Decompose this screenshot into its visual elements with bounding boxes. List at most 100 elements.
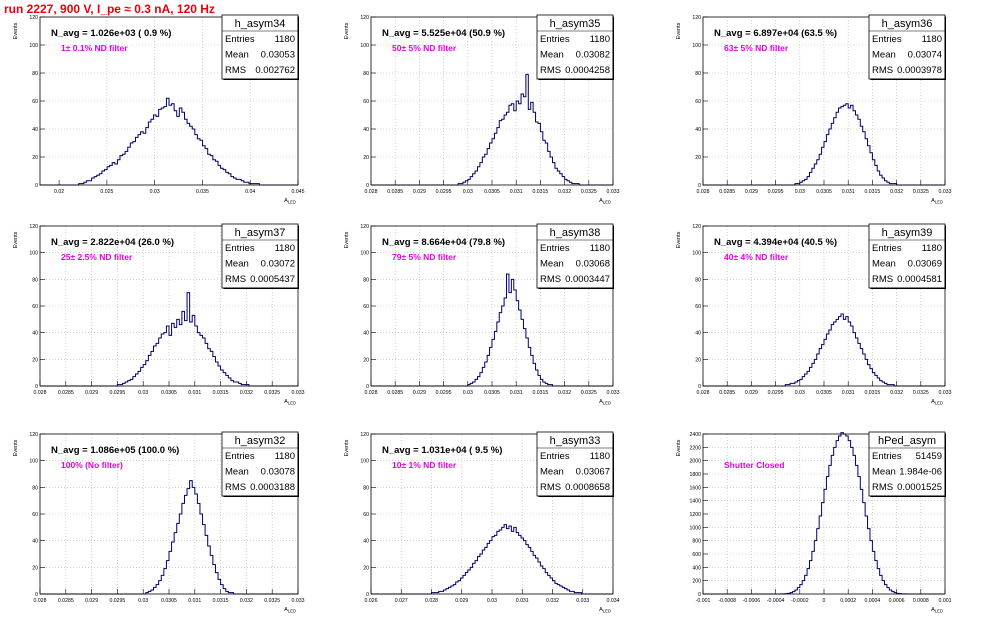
x-tick-label: 0.025 — [100, 189, 113, 195]
panel-title: N_avg = 5.525e+04 (50.9 %) — [382, 28, 505, 39]
x-tick-label: -0.0008 — [718, 598, 736, 604]
stats-label: Entries — [225, 34, 255, 45]
x-axis-label: ALED — [931, 198, 943, 205]
x-tick-label: 0.032 — [546, 598, 559, 604]
stats-value: 0.03072 — [261, 259, 295, 270]
y-tick-label: 60 — [695, 99, 701, 105]
panel-title: N_avg = 1.026e+03 ( 0.9 %) — [51, 28, 171, 39]
stats-value: 0.0003978 — [897, 65, 942, 76]
x-tick-label: 0.0295 — [768, 390, 784, 396]
stats-label: Mean — [540, 467, 564, 478]
x-tick-label: 0.03 — [463, 189, 473, 195]
x-tick-label: 0.0325 — [581, 390, 597, 396]
stats-label: RMS — [872, 274, 893, 285]
x-tick-label: 0.0325 — [913, 390, 929, 396]
stats-label: RMS — [225, 274, 246, 285]
y-tick-label: 120 — [29, 432, 38, 438]
panel-h_asym35: 0.028 0.0285 0.029 0.0295 0.03 0.0305 0.031 0.0… — [344, 14, 620, 205]
x-tick-label: 0.0325 — [581, 189, 597, 195]
x-tick-label: 0.0285 — [387, 390, 403, 396]
panel-h_asym39: 0.028 0.0285 0.029 0.0295 0.03 0.0305 0.031 0.0… — [676, 223, 952, 406]
x-tick-label: 0.03 — [463, 390, 473, 396]
x-tick-label: -0.0002 — [791, 598, 809, 604]
x-tick-label: 0.029 — [413, 189, 426, 195]
stats-box: h_asym35 Entries 1180 Mean 0.03082 RMS 0.00042… — [536, 14, 614, 80]
x-tick-label: 0.033 — [607, 390, 620, 396]
y-tick-label: 100 — [360, 459, 369, 465]
x-tick-label: 0.031 — [510, 390, 523, 396]
x-tick-label: 0.035 — [196, 189, 209, 195]
x-tick-label: -0.0004 — [767, 598, 785, 604]
stats-label: Entries — [540, 34, 570, 45]
x-axis-label: ALED — [931, 607, 943, 614]
x-tick-label: 0.0295 — [768, 189, 784, 195]
stats-box: h_asym36 Entries 1180 Mean 0.03074 RMS 0.00039… — [868, 14, 946, 80]
x-tick-label: 0.0006 — [889, 598, 905, 604]
stats-label: Mean — [225, 50, 249, 61]
stats-label: RMS — [225, 482, 246, 493]
y-tick-label: 120 — [692, 15, 701, 21]
y-tick-label: 600 — [692, 552, 701, 558]
y-tick-label: 2200 — [689, 445, 701, 451]
x-axis-label: ALED — [284, 198, 296, 205]
y-tick-label: 1800 — [689, 472, 701, 478]
stats-box: hPed_asym Entries 51459 Mean 1.984e-06 RMS 0.0… — [868, 431, 946, 497]
filter-annotation: 25± 2.5% ND filter — [61, 252, 133, 262]
y-tick-label: 0 — [35, 183, 38, 189]
x-tick-label: 0.0315 — [864, 390, 880, 396]
panel-title: N_avg = 8.664e+04 (79.8 %) — [382, 237, 505, 248]
x-tick-label: 0.0315 — [532, 390, 548, 396]
stats-box: h_asym37 Entries 1180 Mean 0.03072 RMS 0.00054… — [221, 223, 299, 289]
stats-label: RMS — [540, 274, 561, 285]
x-tick-label: 0.04 — [245, 189, 255, 195]
stats-value: 0.03082 — [576, 50, 610, 61]
stats-label: Entries — [225, 451, 255, 462]
x-tick-label: 0.0315 — [532, 189, 548, 195]
y-tick-label: 100 — [29, 251, 38, 257]
panel-h_asym32: 0.028 0.0285 0.029 0.0295 0.03 0.0305 0.031 0.0… — [13, 431, 305, 614]
y-tick-label: 20 — [695, 155, 701, 161]
y-tick-label: 20 — [363, 155, 369, 161]
x-tick-label: 0.0008 — [913, 598, 929, 604]
x-tick-label: 0.0004 — [864, 598, 880, 604]
y-tick-label: 60 — [32, 304, 38, 310]
x-tick-label: 0.0315 — [213, 390, 229, 396]
x-tick-label: 0.034 — [607, 598, 620, 604]
x-tick-label: 0.0325 — [264, 390, 280, 396]
y-tick-label: 60 — [363, 512, 369, 518]
stats-box-name: h_asym34 — [235, 18, 286, 30]
x-tick-label: 0.0285 — [387, 189, 403, 195]
histogram-series — [40, 292, 298, 387]
x-tick-label: 0.031 — [516, 598, 529, 604]
filter-annotation: 100% (No filter) — [61, 460, 123, 470]
stats-value: 0.0003447 — [565, 274, 610, 285]
histogram-series — [371, 524, 613, 595]
stats-box: h_asym32 Entries 1180 Mean 0.03078 RMS 0.00031… — [221, 431, 299, 497]
filter-annotation: 50± 5% ND filter — [392, 43, 457, 53]
x-tick-label: 0.028 — [34, 598, 47, 604]
histogram-series — [371, 273, 613, 387]
x-tick-label: 0.0325 — [264, 598, 280, 604]
x-tick-label: 0.0305 — [816, 189, 832, 195]
y-tick-label: 100 — [692, 251, 701, 257]
x-tick-label: 0.0295 — [436, 189, 452, 195]
x-axis-label: ALED — [599, 198, 611, 205]
stats-box-name: h_asym39 — [882, 227, 933, 239]
stats-label: Entries — [872, 451, 902, 462]
y-tick-label: 80 — [32, 277, 38, 283]
x-tick-label: 0.03 — [795, 189, 805, 195]
x-tick-label: 0.032 — [558, 390, 571, 396]
y-tick-label: 20 — [363, 357, 369, 363]
y-tick-label: 2000 — [689, 459, 701, 465]
panel-h_asym34: 0.02 0.025 0.03 0.035 0.04 0.045 0 20 40 60 80 100 1… — [13, 14, 305, 205]
y-tick-label: 1200 — [689, 512, 701, 518]
y-tick-label: 80 — [363, 71, 369, 77]
x-tick-label: 0.031 — [842, 189, 855, 195]
y-tick-label: 80 — [32, 485, 38, 491]
stats-value: 0.03069 — [908, 259, 942, 270]
y-tick-label: 0 — [366, 592, 369, 598]
stats-label: Mean — [872, 259, 896, 270]
y-axis-label: Events — [676, 22, 682, 39]
stats-value: 0.03068 — [576, 259, 610, 270]
